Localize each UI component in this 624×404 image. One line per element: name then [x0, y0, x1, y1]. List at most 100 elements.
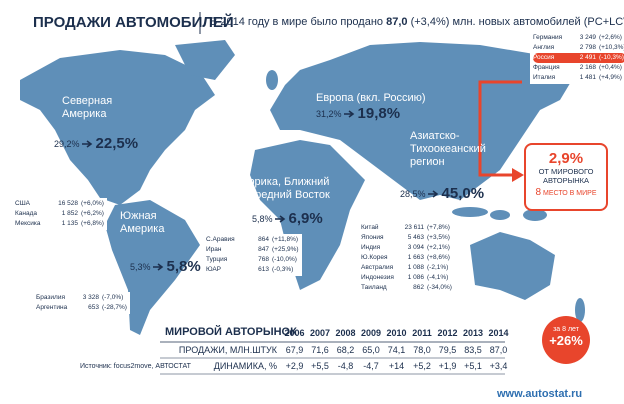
- region-name: Северная: [62, 95, 113, 107]
- region-name: Америка: [62, 108, 107, 120]
- country: Япония: [361, 234, 384, 241]
- change: (+6,0%): [81, 200, 104, 207]
- country: США: [15, 200, 30, 207]
- sales: 2 491: [579, 54, 596, 61]
- sales: 5 463: [407, 234, 424, 241]
- region: Европа (вкл. Россию) 31,2% 19,8%: [316, 92, 426, 122]
- country: С.Аравия: [206, 236, 235, 243]
- country-list: Бразилия 3 328 (-7,0%) Аргентина 653 (-28,7%): [33, 292, 130, 314]
- change: (-10,0%): [272, 256, 297, 263]
- year: 2013: [462, 328, 484, 338]
- country-row: Бразилия 3 328 (-7,0%): [36, 293, 127, 303]
- region-share: 29,2% 22,5%: [54, 135, 138, 152]
- change: (-10,3%): [599, 54, 624, 61]
- sales: 3 094: [407, 244, 424, 251]
- arrow: [81, 139, 92, 148]
- country-row: Индонезия 1 086 (-4,1%): [361, 273, 452, 283]
- table-value: +3,4: [489, 361, 508, 371]
- country-row: С.Аравия 864 (+11,8%): [206, 235, 299, 245]
- subtitle-text: В 2014 году в мире было продано: [210, 16, 384, 28]
- region-name: Америка: [120, 223, 165, 235]
- year: 2010: [386, 328, 407, 338]
- sales: 653: [88, 304, 99, 311]
- region: Азиатско- Тихоокеанский регион 28,5% 45,0%: [400, 130, 486, 202]
- year: 2006: [284, 328, 305, 338]
- sales: 3 328: [82, 294, 99, 301]
- country-row: Австралия 1 088 (-2,1%): [361, 263, 452, 273]
- country: Германия: [533, 34, 563, 41]
- change: (+6,2%): [81, 210, 104, 217]
- sales: 847: [258, 246, 269, 253]
- subtitle-text: (+3,4%) млн. новых автомобилей (PC+LCV).: [410, 16, 624, 28]
- url[interactable]: www.autostat.ru: [497, 388, 583, 400]
- row-label: ПРОДАЖИ, МЛН.ШТУК: [178, 345, 277, 355]
- table-value: 74,1: [387, 345, 406, 355]
- share-to: 5,8%: [166, 258, 201, 275]
- share-from: 29,2%: [54, 138, 80, 149]
- change: (-0,3%): [272, 266, 294, 273]
- country-row: Франция 2 168 (+0,4%): [533, 63, 624, 73]
- table-value: 83,5: [464, 345, 482, 355]
- table-value: +2,9: [285, 361, 304, 371]
- region-name: Европа (вкл. Россию): [316, 92, 426, 104]
- subtitle: В 2014 году в мире было продано 87,0 (+3…: [210, 16, 624, 28]
- change: (-34,0%): [427, 284, 452, 291]
- country: Индия: [361, 244, 381, 251]
- arrow: [343, 109, 354, 118]
- table-value: 78,0: [413, 345, 431, 355]
- title: ПРОДАЖИ АВТОМОБИЛЕЙ: [33, 14, 234, 31]
- share-from: 31,2%: [316, 108, 342, 119]
- region-name: Южная: [120, 210, 157, 222]
- country-row: Китай 23 611 (+7,8%): [361, 223, 452, 233]
- badge-period: за 8 лет: [553, 326, 579, 333]
- badge-value: +26%: [549, 333, 583, 348]
- country: Австралия: [361, 264, 394, 271]
- share-from: 5,8%: [252, 213, 273, 224]
- change: (+2,1%): [427, 244, 450, 251]
- country-list: Китай 23 611 (+7,8%) Япония 5 463 (+3,5%) Инди…: [358, 222, 455, 294]
- year: 2009: [360, 328, 382, 338]
- sales: 864: [258, 236, 269, 243]
- sales: 613: [258, 266, 269, 273]
- sales: 1 852: [61, 210, 78, 217]
- share-to: 6,9%: [288, 210, 323, 227]
- rank: 8: [535, 187, 542, 198]
- callout-text: ОТ МИРОВОГО АВТОРЫНКА: [538, 167, 594, 185]
- callout-share: 2,9%: [548, 150, 584, 167]
- country-row: Германия 3 249 (+2,6%): [533, 33, 624, 43]
- table-value: +1,9: [438, 361, 457, 371]
- year: 2012: [437, 328, 458, 338]
- change: (-2,1%): [427, 264, 449, 271]
- table-value: 67,9: [285, 345, 304, 355]
- arrow: [274, 214, 285, 223]
- sales: 23 611: [404, 224, 424, 231]
- region: Африка, Ближний и Средний Восток 5,8% 6,9%: [238, 176, 330, 227]
- sales: 1 088: [407, 264, 424, 271]
- country-row: Турция 768 (-10,0%): [206, 255, 299, 265]
- change: (+11,8%): [272, 236, 299, 243]
- region-name: Тихоокеанский: [410, 143, 486, 155]
- country-row: Россия 2 491 (-10,3%): [533, 53, 624, 63]
- table-value: 65,0: [362, 345, 380, 355]
- sales: 2 168: [579, 64, 596, 71]
- table-value: +5,5: [311, 361, 329, 371]
- rank-text: МЕСТО В МИРЕ: [543, 190, 597, 197]
- country: ЮАР: [206, 266, 222, 273]
- country-list: С.Аравия 864 (+11,8%) Иран 847 (+25,9%) Турция…: [203, 234, 302, 276]
- change: (+8,6%): [427, 254, 450, 261]
- country-list: США 16 528 (+6,0%) Канада 1 852 (+6,2%) Мексик…: [12, 198, 107, 230]
- table-value: 71,6: [311, 345, 329, 355]
- country-row: Таиланд 862 (-34,0%): [361, 283, 452, 293]
- change: (+25,9%): [272, 246, 299, 253]
- change: (+2,6%): [599, 34, 622, 41]
- change: (+0,4%): [599, 64, 622, 71]
- table-title: МИРОВОЙ АВТОРЫНОК: [165, 326, 297, 338]
- share-to: 19,8%: [357, 105, 401, 122]
- change: (-4,1%): [427, 274, 449, 281]
- callout-rank: 8 МЕСТО В МИРЕ: [526, 187, 606, 198]
- country: Китай: [361, 224, 379, 231]
- country: Россия: [533, 54, 555, 61]
- table-value: +14: [388, 361, 405, 371]
